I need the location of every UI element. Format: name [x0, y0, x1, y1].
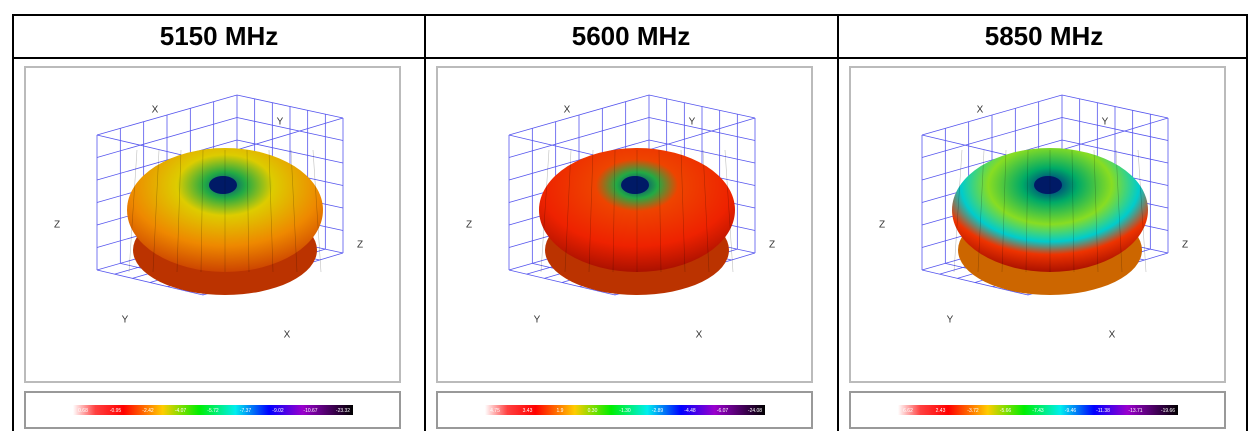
pattern-center — [209, 176, 237, 194]
colorbar — [898, 405, 1178, 415]
colorbar-label: 6.62 — [903, 408, 913, 414]
axis-label: Z — [1182, 240, 1188, 251]
table-borders — [12, 14, 1248, 431]
mesh-line — [564, 149, 572, 273]
axis-label: Z — [466, 220, 472, 231]
mesh-line — [1001, 149, 1007, 273]
colorbar-label: -0.95 — [110, 408, 122, 414]
mesh-line — [246, 149, 250, 273]
axis-label: Y — [1102, 117, 1109, 128]
mesh-line — [953, 149, 963, 273]
colorbar-label: -4.48 — [684, 408, 696, 414]
colorbar-label: 4.75 — [490, 408, 500, 414]
mesh-line — [680, 149, 686, 273]
colorbar-label: -4.07 — [175, 408, 187, 414]
colorbar-label: -5.66 — [1000, 408, 1012, 414]
mesh-line — [724, 149, 734, 273]
colorbar-label: 0.68 — [78, 408, 88, 414]
axis-label: X — [696, 330, 703, 341]
mesh-line — [1025, 149, 1029, 273]
axis-label: Z — [879, 220, 885, 231]
mesh-line — [128, 149, 138, 273]
mesh-line — [1071, 149, 1075, 273]
colorbar-label: -1.30 — [619, 408, 631, 414]
axis-label: Z — [769, 240, 775, 251]
colorbar-label: -6.07 — [717, 408, 729, 414]
axis-label: Z — [54, 220, 60, 231]
mesh-line — [1093, 149, 1099, 273]
axis-label: X — [1109, 330, 1116, 341]
axis-label: X — [564, 105, 571, 116]
pattern-center — [621, 176, 649, 194]
mesh-line — [312, 149, 322, 273]
column-header: 5600 MHz — [572, 21, 691, 51]
pattern-body — [539, 148, 735, 272]
column-header: 5150 MHz — [160, 21, 279, 51]
mesh-line — [658, 149, 662, 273]
mesh-line — [1137, 149, 1147, 273]
colorbar-label: 2.43 — [936, 408, 946, 414]
mesh-line — [176, 149, 182, 273]
colorbar-label: -11.38 — [1096, 408, 1110, 414]
axis-label: Z — [357, 240, 363, 251]
pattern-panel: X Y Z Z Y X 0.68 -0.95 -2.42 -4.07 -5.72 -7.37 -9.02… — [24, 66, 401, 429]
pattern-panel: X Y Z Z Y X 6.62 2.43 -3.72 -5.66 -7.43 -9.46 -11.38… — [849, 66, 1226, 429]
colorbar-label: -2.42 — [142, 408, 154, 414]
colorbar-label: -24.08 — [748, 408, 762, 414]
axis-label: X — [977, 105, 984, 116]
colorbar-label: -9.46 — [1065, 408, 1077, 414]
pattern-center — [1034, 176, 1062, 194]
colorbar-label: -13.71 — [1128, 408, 1142, 414]
axis-label: Y — [122, 315, 129, 326]
mesh-line — [702, 149, 710, 273]
colorbar-label: -23.32 — [336, 408, 350, 414]
mesh-line — [540, 149, 550, 273]
colorbar-label: 0.30 — [588, 408, 598, 414]
axis-label: Y — [689, 117, 696, 128]
colorbar-label: -7.43 — [1032, 408, 1044, 414]
colorbar-label: 1.9 — [557, 408, 564, 414]
mesh-line — [268, 149, 274, 273]
colorbar — [73, 405, 353, 415]
mesh-line — [612, 149, 616, 273]
colorbar-label: -7.37 — [240, 408, 252, 414]
pattern-panel: X Y Z Z Y X 4.75 3.43 1.9 0.30 -1.30 -2.89 -4.48 -6.0… — [436, 66, 813, 429]
colorbar-label: -5.72 — [207, 408, 219, 414]
axis-label: Y — [947, 315, 954, 326]
colorbar — [485, 405, 765, 415]
pattern-body — [127, 148, 323, 272]
mesh-line — [977, 149, 985, 273]
colorbar-label: -2.89 — [652, 408, 664, 414]
axis-label: Y — [277, 117, 284, 128]
colorbar-label: 3.43 — [523, 408, 533, 414]
mesh-line — [290, 149, 298, 273]
colorbar-label: -19.66 — [1161, 408, 1175, 414]
axis-label: X — [284, 330, 291, 341]
colorbar-label: -9.02 — [272, 408, 284, 414]
axis-label: X — [152, 105, 159, 116]
column-header: 5850 MHz — [985, 21, 1104, 51]
mesh-line — [152, 149, 160, 273]
mesh-line — [588, 149, 594, 273]
mesh-line — [1115, 149, 1123, 273]
pattern-body — [952, 148, 1148, 272]
axis-label: Y — [534, 315, 541, 326]
colorbar-label: -3.72 — [967, 408, 979, 414]
colorbar-label: -10.67 — [303, 408, 317, 414]
mesh-line — [200, 149, 204, 273]
